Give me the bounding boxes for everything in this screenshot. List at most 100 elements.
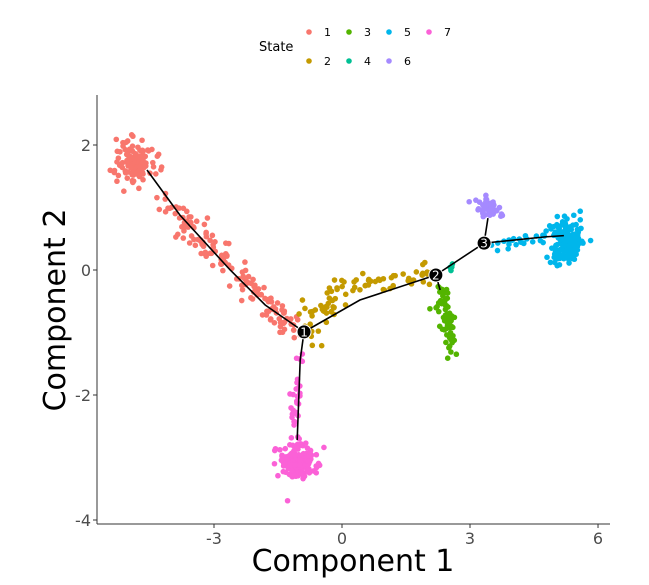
point-state-2 <box>323 319 330 326</box>
legend-key-state-2 <box>306 58 312 64</box>
point-state-2 <box>360 270 366 277</box>
point-state-1 <box>175 231 181 238</box>
point-state-1 <box>149 146 155 153</box>
legend-key-state-7 <box>426 29 432 35</box>
point-state-5 <box>540 239 546 246</box>
point-state-7 <box>292 419 298 425</box>
point-state-3 <box>446 335 453 341</box>
point-state-7 <box>289 467 295 474</box>
x-axis-title: Component 1 <box>252 544 455 579</box>
point-state-1 <box>186 240 193 246</box>
point-state-1 <box>268 295 274 302</box>
point-state-6 <box>466 198 472 205</box>
point-state-2 <box>299 297 306 303</box>
point-state-2 <box>325 300 332 307</box>
trajectory-segment <box>484 234 564 244</box>
point-state-7 <box>280 468 287 475</box>
point-state-7 <box>321 444 327 451</box>
trajectory-segment <box>303 274 437 333</box>
point-state-7 <box>307 449 313 456</box>
point-state-2 <box>318 342 325 349</box>
point-state-3 <box>445 304 451 310</box>
point-state-2 <box>341 279 347 285</box>
legend-key-state-3 <box>346 29 352 35</box>
branch-point-label: 1 <box>300 325 308 339</box>
point-state-1 <box>128 132 135 138</box>
point-state-1 <box>121 188 127 195</box>
point-state-1 <box>209 262 216 269</box>
point-state-5 <box>577 216 584 223</box>
point-state-7 <box>304 467 311 474</box>
point-state-2 <box>419 271 425 278</box>
point-state-2 <box>400 271 406 277</box>
point-state-1 <box>288 316 294 322</box>
point-state-1 <box>172 210 179 217</box>
point-state-1 <box>277 329 283 336</box>
point-state-6 <box>488 206 495 212</box>
point-state-1 <box>226 240 232 247</box>
point-state-5 <box>505 246 511 252</box>
point-state-1 <box>193 218 200 225</box>
axis-ticks: -3 0 3 6 2 0 -2 -4 <box>75 136 603 548</box>
point-state-1 <box>258 291 265 298</box>
point-state-2 <box>426 281 433 288</box>
y-tick-label: -4 <box>75 511 91 530</box>
point-state-2 <box>334 286 340 293</box>
point-state-1 <box>271 319 278 326</box>
point-state-7 <box>271 460 278 467</box>
point-state-5 <box>554 262 560 269</box>
point-state-1 <box>132 150 139 157</box>
point-state-3 <box>436 323 443 330</box>
point-state-1 <box>135 155 142 162</box>
point-state-7 <box>298 471 304 477</box>
point-state-1 <box>204 215 211 221</box>
point-state-3 <box>437 297 444 304</box>
point-state-5 <box>568 226 575 233</box>
point-state-1 <box>180 235 187 241</box>
y-tick-label: 0 <box>81 261 91 280</box>
point-state-6 <box>493 207 500 214</box>
point-state-7 <box>292 409 299 416</box>
legend-key-state-1 <box>306 29 312 35</box>
point-state-7 <box>297 461 303 468</box>
point-state-1 <box>144 147 151 153</box>
point-state-1 <box>127 153 133 160</box>
point-state-7 <box>294 379 300 386</box>
point-state-5 <box>560 254 567 261</box>
point-state-1 <box>149 159 156 166</box>
point-state-2 <box>413 269 420 275</box>
point-state-7 <box>278 457 285 464</box>
point-state-5 <box>565 256 572 262</box>
branch-point-3 <box>476 235 492 251</box>
point-state-3 <box>443 325 450 332</box>
point-state-2 <box>420 279 427 285</box>
point-state-5 <box>547 259 554 266</box>
point-state-1 <box>154 194 160 201</box>
point-state-1 <box>114 159 120 165</box>
point-state-7 <box>300 442 306 449</box>
point-state-2 <box>342 291 349 298</box>
point-state-1 <box>263 312 270 318</box>
x-tick-label: 3 <box>465 529 475 548</box>
point-state-7 <box>288 435 295 441</box>
point-state-1 <box>251 283 257 290</box>
point-state-1 <box>203 233 210 240</box>
point-state-5 <box>569 255 576 262</box>
point-state-1 <box>192 242 199 249</box>
point-state-3 <box>433 304 439 311</box>
point-state-5 <box>570 212 577 219</box>
point-state-1 <box>294 316 301 323</box>
trajectory-segment <box>435 242 485 276</box>
branch-point-label: 2 <box>432 269 440 283</box>
point-state-2 <box>329 297 336 304</box>
point-state-5 <box>543 228 549 234</box>
point-state-1 <box>141 163 148 170</box>
point-state-1 <box>261 284 267 291</box>
point-state-1 <box>139 137 145 144</box>
point-state-1 <box>290 327 297 333</box>
legend: 1 2 3 4 5 6 7 <box>306 26 451 68</box>
point-state-1 <box>242 259 248 265</box>
point-state-7 <box>313 451 320 458</box>
y-tick-label: 2 <box>81 136 91 155</box>
point-state-1 <box>129 177 136 184</box>
